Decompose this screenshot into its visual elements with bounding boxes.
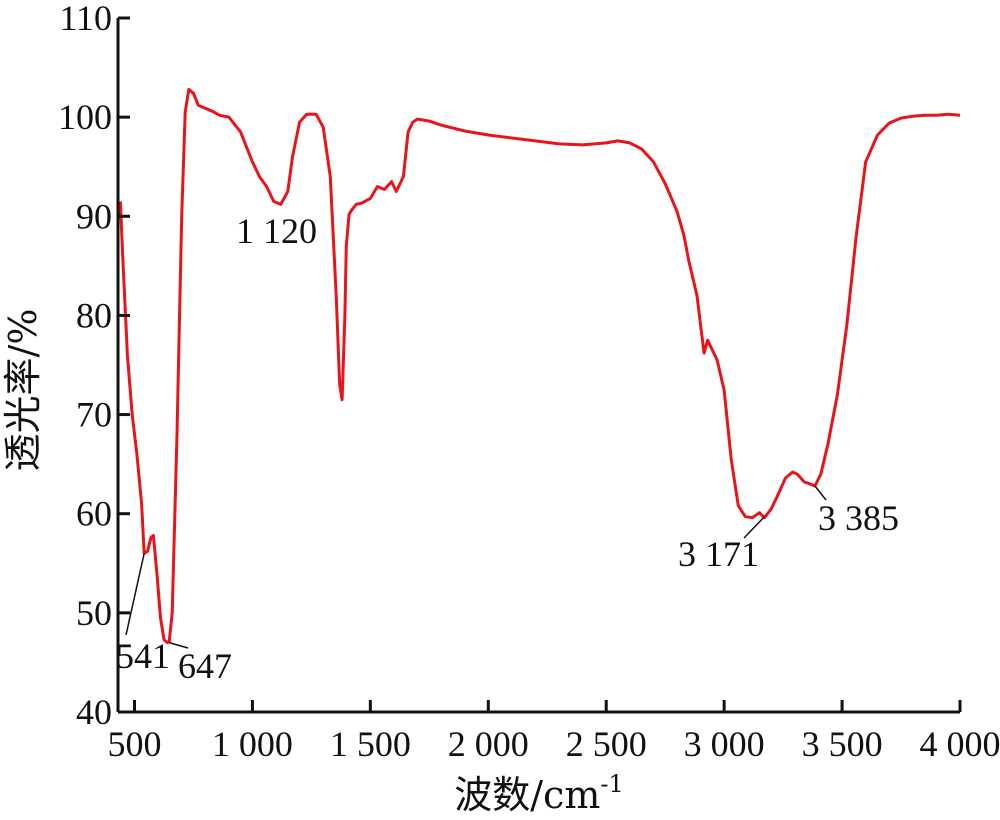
x-tick-label: 500 xyxy=(108,724,162,764)
x-axis-title: 波数/cm-1 xyxy=(454,770,624,817)
y-tick-label: 40 xyxy=(76,692,112,732)
annotation-leader-line xyxy=(126,553,144,635)
x-axis-title-main: 波数/cm xyxy=(454,773,600,817)
y-tick-label: 100 xyxy=(58,97,112,137)
transmittance-series-line xyxy=(120,89,960,642)
x-ticks: 500 1 000 1 500 2 000 2 500 3 000 3 500 4 000 xyxy=(108,700,1000,764)
peak-label: 1 120 xyxy=(236,211,317,251)
peak-label: 541 xyxy=(116,636,170,676)
peak-label: 647 xyxy=(178,646,232,686)
y-tick-label: 60 xyxy=(76,494,112,534)
x-tick-label: 2 500 xyxy=(566,724,647,764)
peak-label: 3 385 xyxy=(818,498,899,538)
x-tick-label: 1 000 xyxy=(212,724,293,764)
y-tick-label: 80 xyxy=(76,295,112,335)
x-tick-label: 3 000 xyxy=(684,724,765,764)
peak-label: 3 171 xyxy=(678,534,759,574)
axes xyxy=(118,18,960,712)
y-axis-title: 透光率/% xyxy=(1,309,45,472)
y-tick-label: 90 xyxy=(76,196,112,236)
x-tick-label: 2 000 xyxy=(448,724,529,764)
peak-annotations: 541 647 1 120 3 171 3 385 xyxy=(116,211,899,686)
y-tick-label: 110 xyxy=(59,0,112,38)
y-tick-label: 70 xyxy=(76,395,112,435)
x-tick-label: 1 500 xyxy=(330,724,411,764)
x-tick-label: 3 500 xyxy=(802,724,883,764)
y-tick-label: 50 xyxy=(76,593,112,633)
x-axis-title-superscript: -1 xyxy=(600,770,623,798)
plot-area xyxy=(120,89,960,642)
x-tick-label: 4 000 xyxy=(920,724,1000,764)
